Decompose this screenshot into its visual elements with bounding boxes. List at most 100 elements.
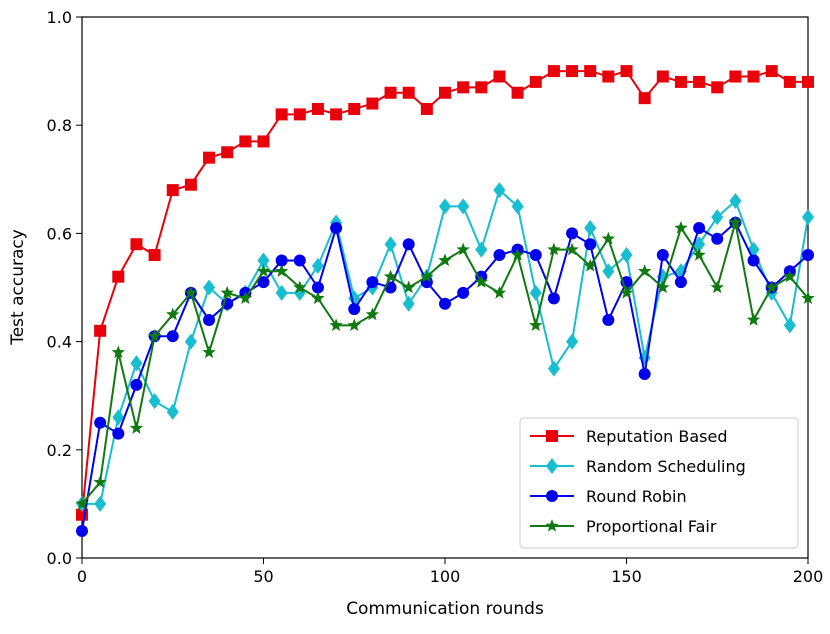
data-point-round-robin bbox=[366, 276, 379, 289]
data-point-random-scheduling bbox=[166, 403, 179, 420]
legend-label: Round Robin bbox=[586, 487, 687, 506]
data-point-random-scheduling bbox=[203, 279, 216, 296]
legend-entry-proportional-fair: Proportional Fair bbox=[530, 517, 717, 536]
data-point-proportional-fair bbox=[220, 285, 234, 299]
data-point-random-scheduling bbox=[493, 182, 506, 199]
data-point-reputation-based bbox=[747, 70, 760, 83]
data-point-reputation-based bbox=[457, 81, 470, 94]
data-point-proportional-fair bbox=[256, 264, 271, 277]
data-point-proportional-fair bbox=[202, 345, 216, 359]
data-point-reputation-based bbox=[475, 81, 488, 94]
data-point-proportional-fair bbox=[492, 285, 507, 299]
data-point-proportional-fair bbox=[383, 269, 398, 283]
data-point-proportional-fair bbox=[583, 258, 597, 272]
data-point-random-scheduling bbox=[475, 241, 488, 258]
data-point-proportional-fair bbox=[656, 280, 670, 294]
data-point-reputation-based bbox=[566, 65, 579, 78]
data-point-round-robin bbox=[638, 368, 651, 381]
legend-label: Reputation Based bbox=[586, 427, 727, 446]
legend-entry-reputation-based: Reputation Based bbox=[530, 427, 727, 446]
data-point-reputation-based bbox=[384, 86, 397, 99]
y-axis-label: Test accuracy bbox=[8, 229, 28, 346]
data-point-round-robin bbox=[112, 427, 125, 440]
data-point-round-robin bbox=[802, 249, 814, 262]
y-tick-label: 0.4 bbox=[47, 333, 72, 352]
data-point-round-robin bbox=[674, 276, 687, 289]
data-point-proportional-fair bbox=[184, 285, 198, 299]
data-point-reputation-based bbox=[112, 270, 125, 283]
data-point-random-scheduling bbox=[275, 284, 288, 301]
data-point-proportional-fair bbox=[93, 475, 107, 488]
data-point-proportional-fair bbox=[547, 242, 561, 256]
x-tick-label: 0 bbox=[77, 567, 87, 586]
legend-box bbox=[519, 417, 799, 549]
data-point-reputation-based bbox=[765, 65, 778, 78]
data-point-random-scheduling bbox=[311, 257, 324, 274]
data-point-random-scheduling bbox=[802, 209, 814, 226]
data-point-reputation-based bbox=[674, 75, 687, 88]
data-point-random-scheduling bbox=[620, 247, 633, 264]
legend-entry-random-scheduling: Random Scheduling bbox=[530, 457, 746, 476]
data-point-reputation-based bbox=[638, 92, 651, 105]
data-point-proportional-fair bbox=[746, 312, 761, 326]
data-point-random-scheduling bbox=[184, 333, 197, 350]
data-point-proportional-fair bbox=[674, 220, 688, 234]
data-point-proportional-fair bbox=[783, 269, 797, 283]
data-point-random-scheduling bbox=[130, 355, 143, 372]
data-point-proportional-fair bbox=[365, 307, 380, 321]
data-point-reputation-based bbox=[366, 97, 379, 110]
y-tick-label: 1.0 bbox=[47, 8, 72, 27]
data-point-round-robin bbox=[747, 254, 760, 267]
y-tick-label: 0.0 bbox=[47, 549, 72, 568]
data-point-reputation-based bbox=[656, 70, 669, 83]
data-point-proportional-fair bbox=[529, 318, 543, 332]
x-tick-label: 150 bbox=[611, 567, 642, 586]
data-point-reputation-based bbox=[293, 108, 306, 121]
data-point-random-scheduling bbox=[257, 252, 270, 269]
data-point-reputation-based bbox=[130, 238, 143, 251]
legend-swatch-marker bbox=[546, 490, 558, 502]
data-point-proportional-fair bbox=[710, 280, 724, 294]
data-point-reputation-based bbox=[711, 81, 724, 94]
data-point-random-scheduling bbox=[439, 198, 451, 215]
data-point-round-robin bbox=[94, 416, 107, 429]
legend-label: Random Scheduling bbox=[586, 457, 746, 476]
data-point-reputation-based bbox=[311, 102, 324, 115]
data-point-proportional-fair bbox=[147, 329, 162, 342]
data-point-round-robin bbox=[130, 378, 143, 391]
data-point-proportional-fair bbox=[728, 215, 743, 229]
data-point-proportional-fair bbox=[402, 280, 416, 294]
data-point-round-robin bbox=[547, 292, 560, 305]
data-point-reputation-based bbox=[602, 70, 615, 83]
data-point-proportional-fair bbox=[438, 253, 452, 267]
data-point-reputation-based bbox=[511, 86, 524, 99]
x-tick-label: 50 bbox=[253, 567, 273, 586]
data-point-round-robin bbox=[275, 254, 288, 267]
data-point-random-scheduling bbox=[693, 236, 706, 253]
data-point-reputation-based bbox=[184, 178, 197, 191]
y-tick-label: 0.8 bbox=[47, 116, 72, 135]
data-point-reputation-based bbox=[584, 65, 597, 78]
data-point-round-robin bbox=[439, 297, 451, 310]
series-layer bbox=[75, 65, 815, 537]
data-point-reputation-based bbox=[420, 102, 433, 115]
data-point-proportional-fair bbox=[474, 275, 488, 288]
data-point-reputation-based bbox=[221, 146, 234, 159]
data-point-proportional-fair bbox=[311, 291, 325, 304]
data-point-random-scheduling bbox=[112, 409, 125, 426]
data-point-proportional-fair bbox=[510, 248, 525, 261]
data-point-proportional-fair bbox=[692, 248, 706, 261]
data-point-proportional-fair bbox=[111, 345, 125, 359]
data-point-reputation-based bbox=[148, 249, 161, 262]
data-point-proportional-fair bbox=[601, 231, 616, 245]
data-point-reputation-based bbox=[620, 65, 633, 78]
data-point-reputation-based bbox=[783, 75, 796, 88]
data-point-proportional-fair bbox=[347, 318, 361, 332]
data-point-random-scheduling bbox=[402, 295, 415, 312]
data-point-proportional-fair bbox=[420, 269, 434, 283]
data-point-random-scheduling bbox=[94, 495, 107, 512]
data-point-random-scheduling bbox=[547, 360, 560, 377]
data-point-round-robin bbox=[257, 276, 270, 289]
data-point-round-robin bbox=[330, 221, 343, 234]
data-point-proportional-fair bbox=[274, 264, 289, 277]
